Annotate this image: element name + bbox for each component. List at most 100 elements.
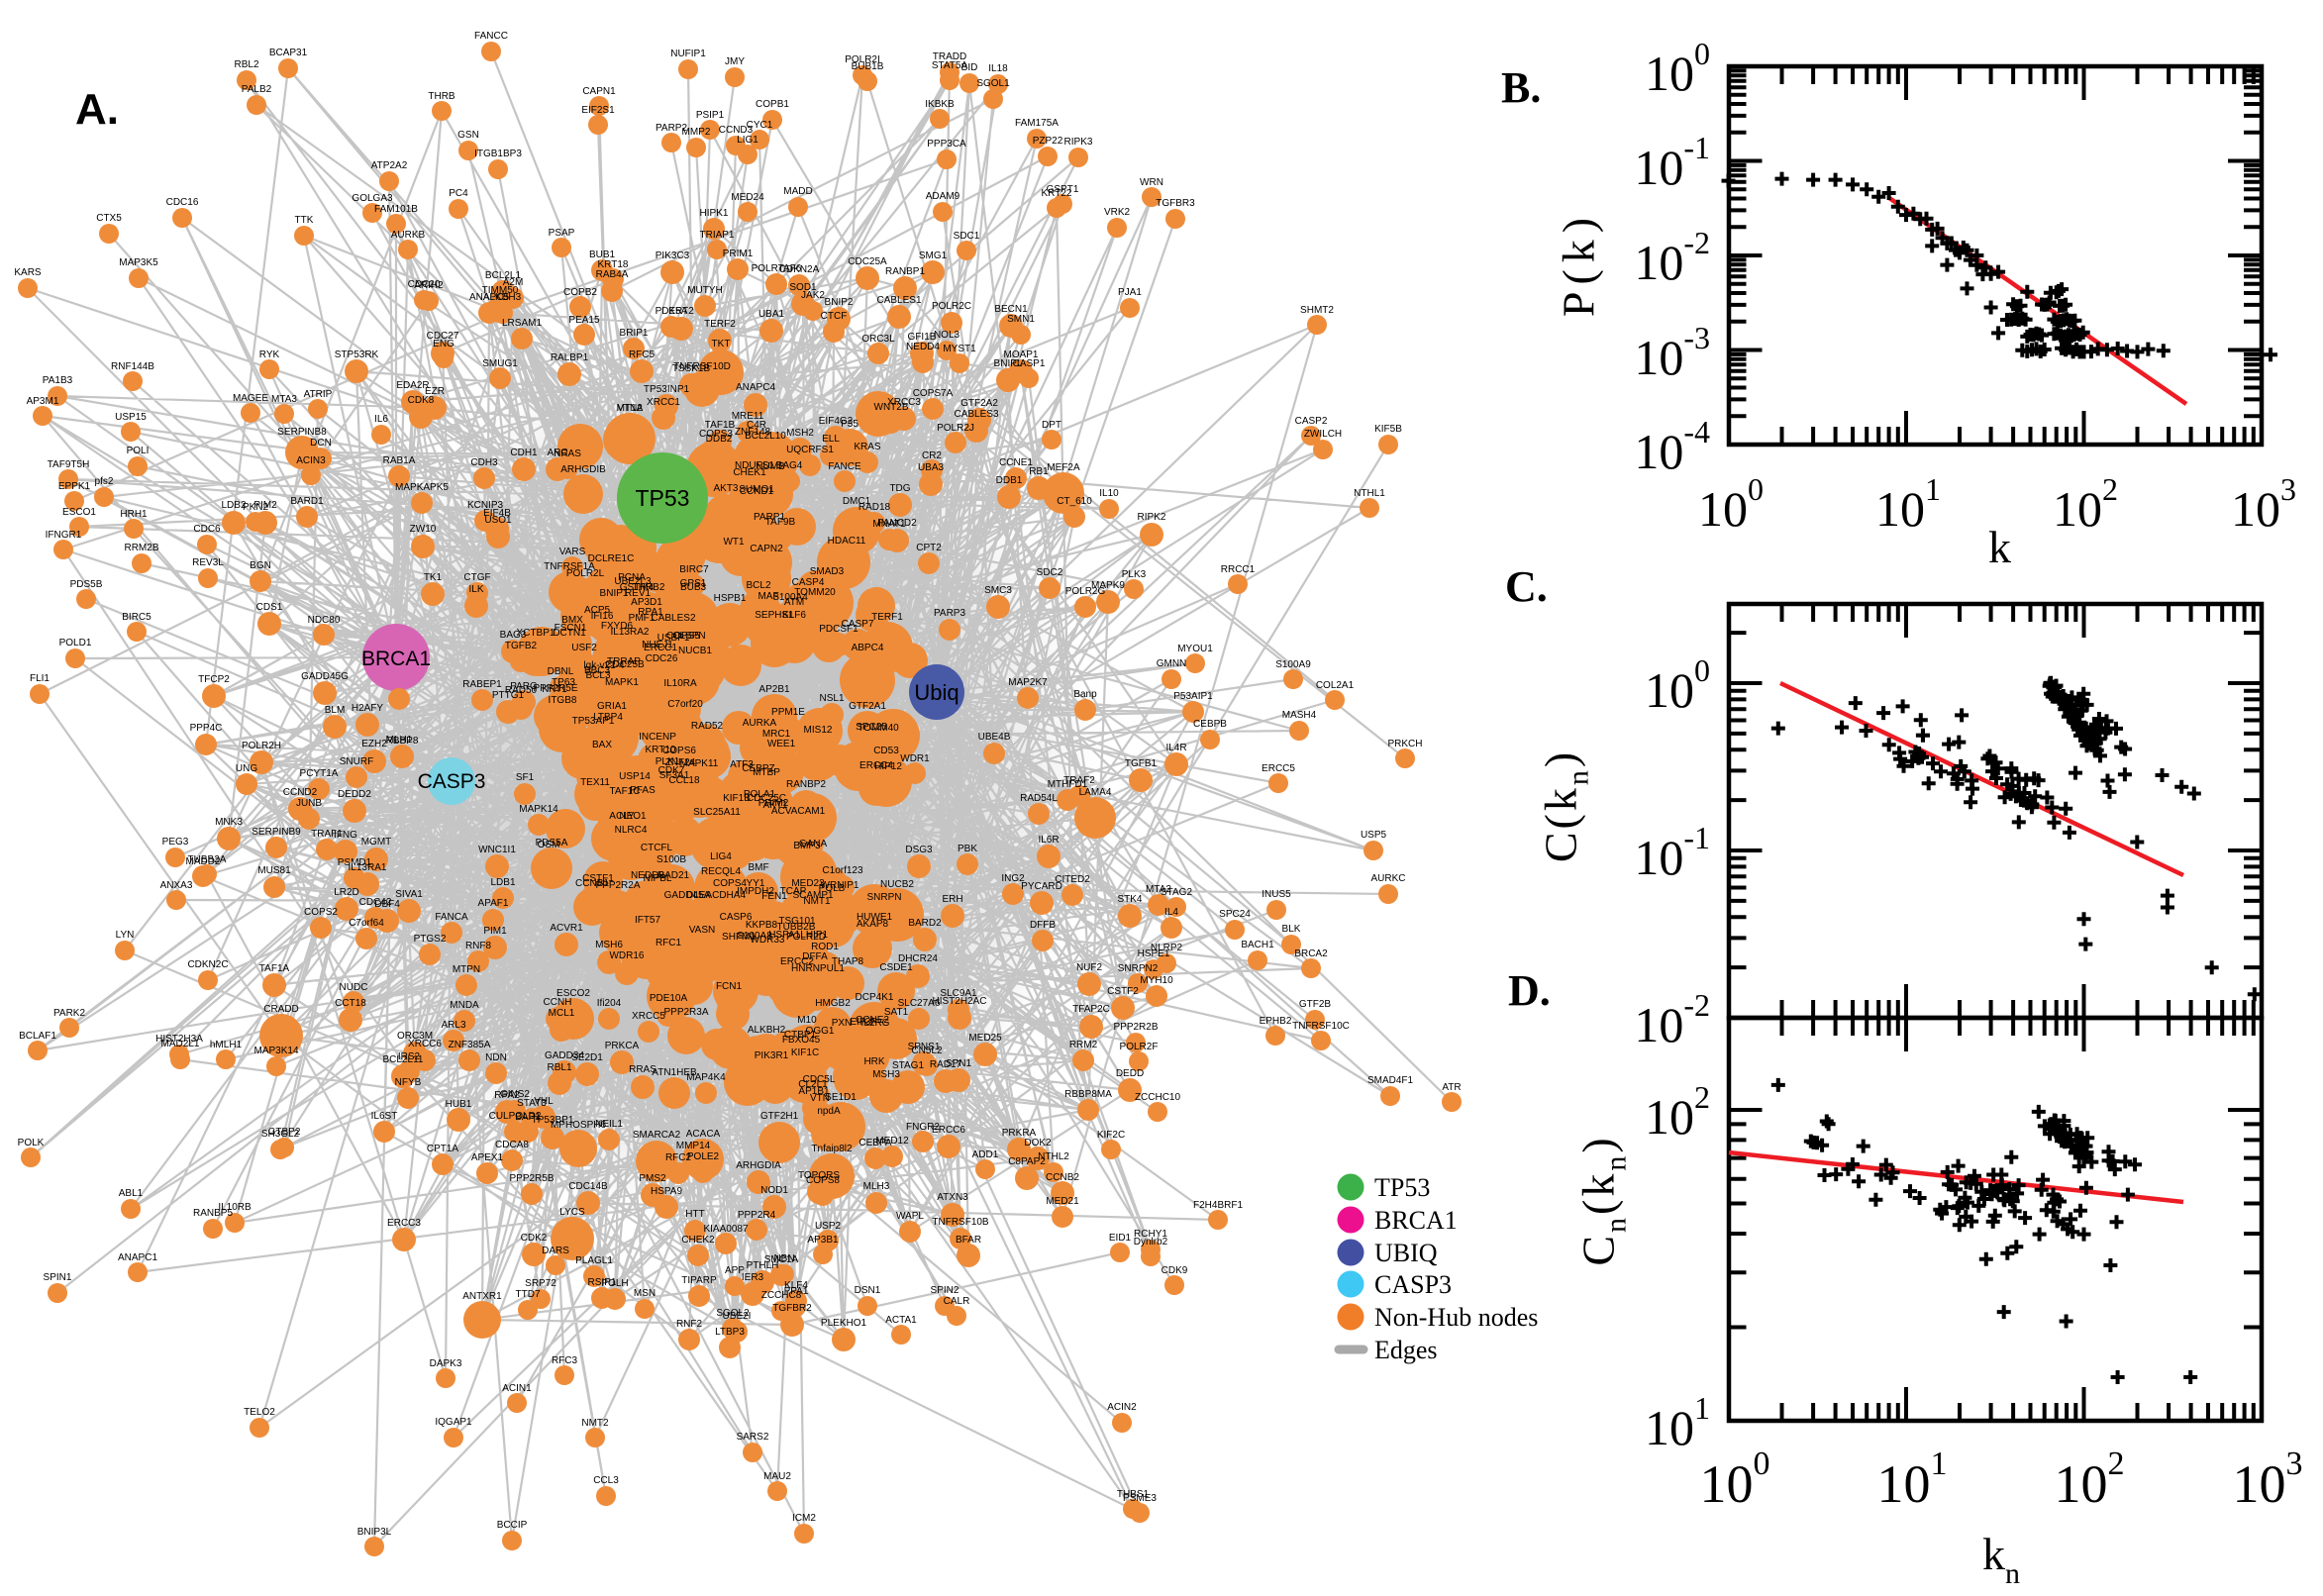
svg-text:PJA1: PJA1	[1118, 287, 1142, 298]
svg-text:KKPB8: KKPB8	[746, 920, 778, 931]
svg-text:IL10: IL10	[1099, 488, 1119, 499]
svg-text:101: 101	[1877, 1446, 1948, 1514]
svg-text:OGG1: OGG1	[806, 1026, 835, 1037]
svg-text:KLF6: KLF6	[782, 610, 806, 621]
svg-text:USBP1: USBP1	[657, 633, 690, 644]
svg-text:COL2A1: COL2A1	[1316, 680, 1355, 691]
svg-text:MAPK1: MAPK1	[605, 677, 639, 688]
svg-text:CHEK1: CHEK1	[733, 467, 766, 478]
svg-text:ABPC4: ABPC4	[852, 643, 884, 653]
svg-text:WAPL: WAPL	[896, 1211, 924, 1222]
svg-text:TNFRSF10C: TNFRSF10C	[1292, 1021, 1350, 1032]
svg-text:KRT22: KRT22	[1042, 188, 1072, 199]
svg-text:M10: M10	[797, 1015, 817, 1026]
svg-text:SIVA1: SIVA1	[395, 889, 423, 900]
svg-text:UBA3: UBA3	[918, 462, 945, 473]
svg-text:GMNN: GMNN	[1157, 658, 1187, 669]
svg-text:EIF3F: EIF3F	[850, 1017, 876, 1028]
svg-text:POLA1: POLA1	[744, 789, 776, 800]
svg-text:TRAF1: TRAF1	[311, 829, 343, 840]
svg-text:CDC26: CDC26	[646, 653, 678, 664]
svg-text:VRK2: VRK2	[1104, 207, 1131, 218]
svg-text:LDB2: LDB2	[221, 500, 246, 511]
svg-text:Dynlrb2: Dynlrb2	[1134, 1237, 1168, 1247]
svg-text:USP15: USP15	[115, 412, 147, 423]
svg-text:IL13RA1: IL13RA1	[349, 862, 387, 873]
svg-text:PEG3: PEG3	[162, 837, 189, 848]
svg-text:CLSPN: CLSPN	[672, 631, 705, 642]
svg-text:IL4: IL4	[1164, 907, 1178, 918]
svg-text:VTN: VTN	[810, 1093, 830, 1104]
svg-text:BRIP1: BRIP1	[620, 328, 649, 339]
svg-text:D.: D.	[1508, 966, 1551, 1015]
svg-text:SMUG1: SMUG1	[482, 358, 518, 369]
svg-text:SMC3: SMC3	[984, 585, 1012, 596]
svg-text:EIF2S1: EIF2S1	[581, 105, 615, 116]
svg-text:MYOU1: MYOU1	[1177, 644, 1213, 654]
svg-text:HIPK1: HIPK1	[700, 208, 729, 219]
svg-text:MYST1: MYST1	[943, 344, 976, 354]
svg-text:SE2D1: SE2D1	[571, 1052, 603, 1063]
svg-text:CSTF1: CSTF1	[582, 873, 614, 884]
svg-text:MOAP1: MOAP1	[1003, 349, 1038, 360]
svg-text:TERF1: TERF1	[871, 612, 903, 623]
svg-text:BLK: BLK	[1282, 924, 1301, 935]
svg-text:RAB4A: RAB4A	[596, 269, 629, 280]
svg-text:CPT2: CPT2	[916, 543, 942, 553]
svg-text:VTN2: VTN2	[617, 403, 643, 414]
svg-text:MAU2: MAU2	[763, 1471, 791, 1482]
svg-text:NUFIP1: NUFIP1	[670, 49, 706, 59]
svg-text:BECN1: BECN1	[994, 304, 1028, 315]
svg-text:TAF9B: TAF9B	[765, 517, 796, 528]
svg-text:TAF1B: TAF1B	[705, 420, 736, 431]
svg-text:F2H4BRF1: F2H4BRF1	[1193, 1200, 1243, 1211]
svg-text:BIRC5: BIRC5	[122, 612, 152, 623]
svg-text:MAGEE: MAGEE	[233, 393, 268, 404]
svg-text:BCAP31: BCAP31	[269, 48, 308, 58]
svg-text:ZNF24: ZNF24	[665, 757, 696, 768]
svg-text:JMY: JMY	[725, 56, 745, 67]
svg-text:EZR: EZR	[425, 386, 445, 397]
svg-text:CDKN2C: CDKN2C	[187, 959, 228, 970]
svg-text:TK1: TK1	[424, 572, 443, 583]
svg-text:RFC3: RFC3	[552, 1355, 578, 1366]
svg-text:BFAR: BFAR	[956, 1235, 981, 1246]
svg-text:k: k	[1988, 522, 2011, 572]
svg-text:NTHL1: NTHL1	[1354, 488, 1385, 499]
svg-text:RPA2: RPA2	[494, 1090, 520, 1101]
svg-text:ACIN2: ACIN2	[1107, 1402, 1137, 1413]
svg-text:CABLES2: CABLES2	[651, 613, 695, 624]
svg-text:POLRTAF6: POLRTAF6	[752, 263, 802, 274]
svg-text:BCL2L10: BCL2L10	[745, 431, 786, 442]
svg-text:C8PAP2: C8PAP2	[1008, 1156, 1046, 1167]
svg-text:CDH3: CDH3	[470, 457, 498, 468]
svg-text:DCP4K1: DCP4K1	[856, 992, 894, 1003]
svg-text:NDN: NDN	[485, 1052, 507, 1063]
svg-text:POLR2H: POLR2H	[242, 741, 281, 751]
svg-text:IER3: IER3	[742, 1272, 764, 1283]
svg-text:ZCCHC8: ZCCHC8	[761, 1290, 802, 1301]
svg-text:POLI: POLI	[127, 446, 150, 456]
svg-text:BCL2L11: BCL2L11	[383, 1054, 424, 1065]
svg-text:TP63: TP63	[552, 677, 575, 688]
svg-text:ITGB1BP3: ITGB1BP3	[474, 149, 522, 159]
svg-text:npdA: npdA	[817, 1106, 841, 1117]
svg-text:PARP3: PARP3	[934, 608, 965, 619]
svg-text:ANTXR1: ANTXR1	[462, 1291, 502, 1302]
svg-text:S100A8: S100A8	[737, 931, 772, 942]
svg-text:C(kn): C(kn)	[1536, 749, 1595, 862]
svg-text:ERCC1: ERCC1	[644, 643, 677, 653]
svg-text:DDB2: DDB2	[706, 434, 733, 445]
svg-text:TTK: TTK	[295, 215, 314, 226]
svg-text:NMT1: NMT1	[803, 896, 831, 907]
svg-text:ILK: ILK	[468, 584, 483, 595]
svg-text:NOL3: NOL3	[934, 330, 960, 341]
svg-text:BCLAF1: BCLAF1	[19, 1031, 56, 1042]
svg-text:JUNB: JUNB	[296, 798, 322, 809]
svg-text:CT_610: CT_610	[1057, 496, 1092, 507]
svg-text:H2AFY: H2AFY	[352, 703, 384, 714]
svg-text:IFI16: IFI16	[591, 611, 614, 622]
svg-text:POLH: POLH	[601, 1278, 628, 1289]
svg-text:POLR2J: POLR2J	[937, 423, 974, 434]
svg-text:CN5L2: CN5L2	[911, 1046, 943, 1056]
